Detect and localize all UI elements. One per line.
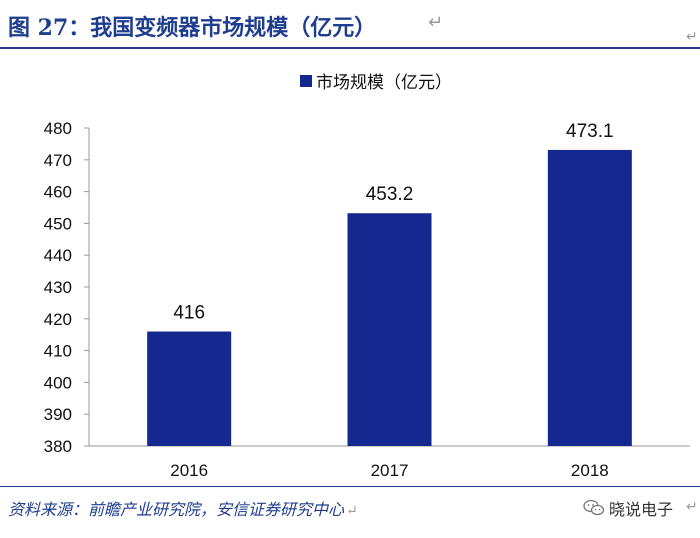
brand-name: 晓说电子: [609, 502, 674, 519]
figure-header: 图 27：我国变频器市场规模（亿元） ↵: [0, 0, 700, 44]
x-tick-label-2017: 2017: [371, 461, 409, 480]
bar-2018: [547, 149, 632, 446]
y-tick-label: 460: [44, 183, 72, 202]
bar-2016: [147, 331, 232, 446]
y-tick-label: 480: [44, 119, 72, 138]
legend-label: 市场规模（亿元）: [316, 73, 452, 92]
source-divider: [0, 486, 700, 487]
y-tick-label: 440: [44, 246, 72, 265]
y-tick-label: 420: [44, 310, 72, 329]
chart-labels: 416 2016 453.2 2017 473.1 2018: [170, 121, 613, 480]
brand-watermark: 晓说电子: [583, 496, 673, 520]
data-label-2017: 453.2: [366, 184, 414, 205]
data-label-2018: 473.1: [566, 121, 614, 142]
y-tick-label: 390: [44, 405, 72, 424]
y-tick-label: 400: [44, 373, 72, 392]
y-tick-label: 450: [44, 214, 72, 233]
return-mark-icon: ↵: [686, 28, 698, 44]
return-mark-icon: ↵: [428, 12, 444, 32]
return-mark-icon: ↵: [686, 498, 698, 514]
y-tick-label: 380: [44, 437, 72, 456]
chart-bars: [147, 149, 632, 446]
y-tick-label: 430: [44, 278, 72, 297]
legend-swatch: [300, 74, 312, 87]
figure-title: 图 27：我国变频器市场规模（亿元）: [8, 15, 377, 41]
x-tick-label-2018: 2018: [571, 461, 609, 480]
wechat-icon: [583, 499, 605, 516]
x-tick-label-2016: 2016: [170, 461, 208, 480]
return-mark-icon: ↵: [346, 503, 358, 519]
bar-chart: 380 390 400 410 420 430 440 450 460 470 480 416 201…: [44, 119, 690, 480]
source-text: 资料来源：前瞻产业研究院，安信证券研究中心: [8, 500, 345, 519]
bar-2017: [347, 213, 432, 446]
y-tick-label: 470: [44, 151, 72, 170]
data-label-2016: 416: [173, 303, 205, 324]
source-note: 资料来源：前瞻产业研究院，安信证券研究中心 ↵: [8, 496, 358, 520]
chart-legend: 市场规模（亿元）: [300, 68, 452, 93]
title-divider: [0, 47, 700, 49]
y-tick-label: 410: [44, 342, 72, 361]
